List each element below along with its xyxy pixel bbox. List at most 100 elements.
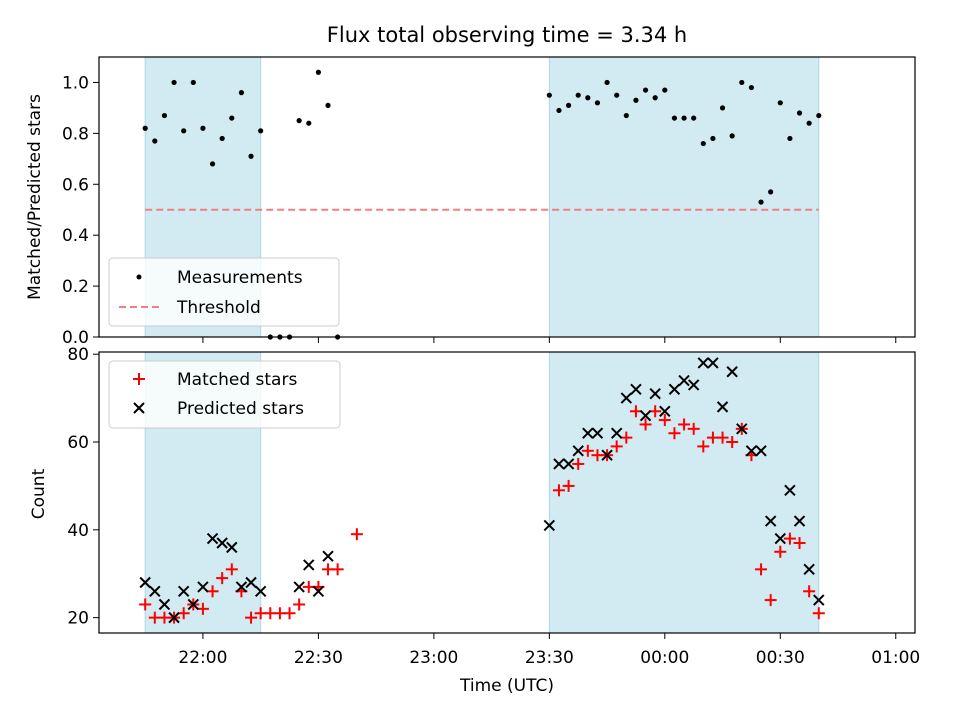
measurement-point <box>152 138 158 144</box>
measurement-point <box>200 125 206 131</box>
y-tick-label: 0.0 <box>62 328 89 348</box>
predicted-star-marker <box>177 585 190 597</box>
measurement-point <box>729 133 735 139</box>
marker-stroke <box>293 581 305 593</box>
matched-star-marker <box>639 418 652 431</box>
marker-stroke <box>620 392 633 404</box>
matched-star-marker <box>668 427 681 440</box>
marker-stroke <box>543 519 556 532</box>
measurement-point <box>315 69 321 75</box>
measurement-point <box>806 120 812 126</box>
predicted-star-marker <box>793 515 806 527</box>
measurement-point <box>556 107 562 114</box>
axes-frame <box>98 351 916 634</box>
marker-stroke <box>610 427 623 439</box>
marker-stroke <box>668 383 681 396</box>
measurement-point <box>816 112 822 119</box>
predicted-star-marker <box>293 581 305 593</box>
marker-stroke <box>303 559 315 571</box>
matched-star-marker <box>803 585 816 598</box>
marker-stroke <box>254 585 267 597</box>
marker-stroke <box>591 427 604 439</box>
x-tick-label: 00:30 <box>756 648 805 668</box>
marker-stroke <box>678 374 690 387</box>
predicted-star-marker <box>235 581 248 593</box>
measurement-point <box>142 125 148 131</box>
legend-predicted-marker <box>133 402 145 414</box>
marker-stroke <box>630 383 642 396</box>
predicted-star-marker <box>620 392 633 404</box>
predicted-star-marker <box>716 401 729 413</box>
marker-stroke <box>803 563 815 576</box>
measurement-point <box>546 92 552 98</box>
marker-stroke <box>774 532 786 545</box>
marker-stroke <box>216 537 228 549</box>
predicted-star-marker <box>803 563 815 576</box>
predicted-star-marker <box>149 585 161 597</box>
matched-star-marker <box>225 563 238 576</box>
bottom-legend: Matched stars Predicted stars <box>108 360 341 429</box>
predicted-star-marker <box>591 427 604 439</box>
predicted-star-marker <box>168 611 180 624</box>
measurement-point <box>739 79 745 86</box>
predicted-star-marker <box>139 576 151 589</box>
predicted-star-marker <box>322 550 334 562</box>
matched-star-marker <box>331 563 344 576</box>
marker-stroke <box>687 379 700 391</box>
marker-stroke <box>197 581 209 593</box>
matched-star-marker <box>755 563 768 576</box>
matched-star-marker <box>283 607 296 620</box>
predicted-star-marker <box>697 357 710 369</box>
measurement-point <box>671 115 678 121</box>
marker-stroke <box>168 611 180 624</box>
matched-star-marker <box>177 607 190 620</box>
axes-frame <box>98 56 916 338</box>
marker-stroke <box>149 585 161 597</box>
measurement-points <box>142 69 822 340</box>
measurement-point <box>325 102 331 108</box>
matched-star-marker <box>562 479 575 492</box>
measurement-point <box>719 105 726 111</box>
predicted-star-marker <box>630 383 642 396</box>
y-tick-label: 0.4 <box>62 226 89 246</box>
predicted-star-marker <box>187 598 200 611</box>
marker-stroke <box>158 598 171 611</box>
marker-stroke <box>582 427 594 439</box>
marker-stroke <box>562 458 575 470</box>
measurement-point <box>681 115 687 121</box>
predicted-star-marker <box>784 484 796 497</box>
predicted-star-marker <box>254 585 267 597</box>
matched-star-marker <box>610 440 623 453</box>
top-shaded-intervals <box>144 56 820 338</box>
measurement-point <box>748 84 755 91</box>
predicted-star-marker <box>668 383 681 396</box>
measurement-point <box>296 118 302 124</box>
marker-stroke <box>793 515 806 527</box>
top-axes: 0.0 0.2 0.4 0.6 0.8 1.0 <box>62 56 916 348</box>
matched-star-marker <box>245 611 258 624</box>
marker-stroke <box>736 423 748 435</box>
measurement-point <box>604 79 610 86</box>
measurement-point <box>248 153 254 159</box>
matched-star-marker <box>793 536 806 549</box>
matched-star-marker <box>629 405 642 418</box>
marker-stroke <box>312 585 325 597</box>
measurement-point <box>787 135 793 142</box>
x-tick-label: 22:30 <box>294 648 343 668</box>
measurement-point <box>190 79 196 86</box>
marker-stroke <box>553 458 565 470</box>
top-y-axis-label: Matched/Predicted stars <box>25 94 45 300</box>
measurement-point <box>209 161 216 167</box>
measurement-point <box>565 102 572 108</box>
marker-stroke <box>245 576 257 589</box>
y-tick-label: 1.0 <box>62 73 89 93</box>
measurement-point <box>633 97 639 103</box>
measurement-point <box>614 92 620 98</box>
legend-threshold-label: Threshold <box>176 298 261 318</box>
predicted-star-marker <box>755 445 767 457</box>
measurement-point <box>758 199 764 205</box>
measurement-point <box>700 140 706 147</box>
measurement-point <box>796 110 803 116</box>
marker-stroke <box>697 357 710 369</box>
legend-matched-label: Matched stars <box>177 370 297 390</box>
